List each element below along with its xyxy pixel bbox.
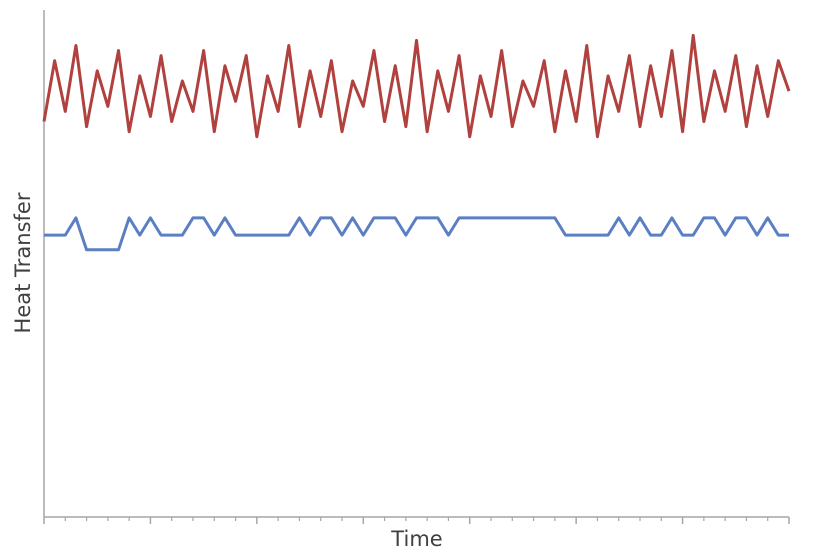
x-axis-label: Time: [390, 527, 442, 551]
series-line: [42, 33, 791, 139]
series-line: [44, 216, 789, 252]
y-axis-label: Heat Transfer: [11, 192, 35, 333]
